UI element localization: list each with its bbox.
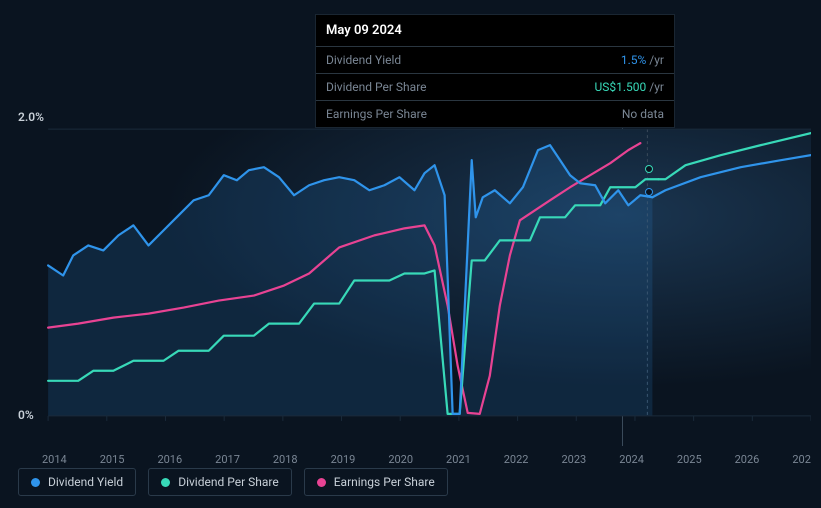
series-endpoint-dot [645, 188, 653, 196]
tooltip-row-label: Dividend Per Share [326, 80, 427, 94]
x-axis-label: 2018 [273, 453, 298, 466]
tooltip-date: May 09 2024 [316, 15, 674, 47]
chart-svg [18, 105, 811, 446]
x-axis-label: 2021 [446, 453, 471, 466]
legend-dot-icon [161, 478, 170, 487]
chart-tooltip: May 09 2024 Dividend Yield1.5%/yrDividen… [315, 14, 675, 128]
x-axis-label: 2014 [42, 453, 67, 466]
tooltip-row: Earnings Per Share No data [316, 101, 674, 127]
x-axis-label: 2020 [388, 453, 413, 466]
x-axis-label: 2015 [100, 453, 125, 466]
x-axis-label: 2019 [331, 453, 356, 466]
chart-plot-area[interactable] [18, 105, 811, 446]
legend-label: Earnings Per Share [334, 475, 435, 489]
tooltip-row-label: Dividend Yield [326, 53, 401, 67]
tooltip-row-value: No data [622, 107, 664, 121]
series-endpoint-dot [645, 165, 653, 173]
legend-item[interactable]: Dividend Yield [18, 468, 136, 496]
x-axis-label: 2023 [561, 453, 586, 466]
tooltip-row-value: 1.5%/yr [621, 53, 664, 67]
x-axis-label: 2024 [619, 453, 644, 466]
x-axis-labels: 2014 2015 2016 2017 2018 2019 2020 2021 2022 2023… [42, 453, 811, 466]
legend-label: Dividend Per Share [178, 475, 279, 489]
legend-label: Dividend Yield [48, 475, 123, 489]
x-axis-label: 2022 [504, 453, 529, 466]
tooltip-row-value: US$1.500/yr [595, 80, 665, 94]
legend-item[interactable]: Earnings Per Share [304, 468, 448, 496]
legend-dot-icon [317, 478, 326, 487]
chart-legend: Dividend Yield Dividend Per Share Earnings… [18, 468, 448, 496]
legend-item[interactable]: Dividend Per Share [148, 468, 292, 496]
x-axis-label: 202 [792, 453, 811, 466]
legend-dot-icon [31, 478, 40, 487]
tooltip-row: Dividend Per Share US$1.500/yr [316, 74, 674, 101]
x-axis-label: 2025 [677, 453, 702, 466]
x-axis-label: 2026 [735, 453, 760, 466]
x-axis-label: 2017 [215, 453, 240, 466]
x-axis-label: 2016 [157, 453, 182, 466]
tooltip-row: Dividend Yield 1.5%/yr [316, 47, 674, 74]
tooltip-row-label: Earnings Per Share [326, 107, 427, 121]
